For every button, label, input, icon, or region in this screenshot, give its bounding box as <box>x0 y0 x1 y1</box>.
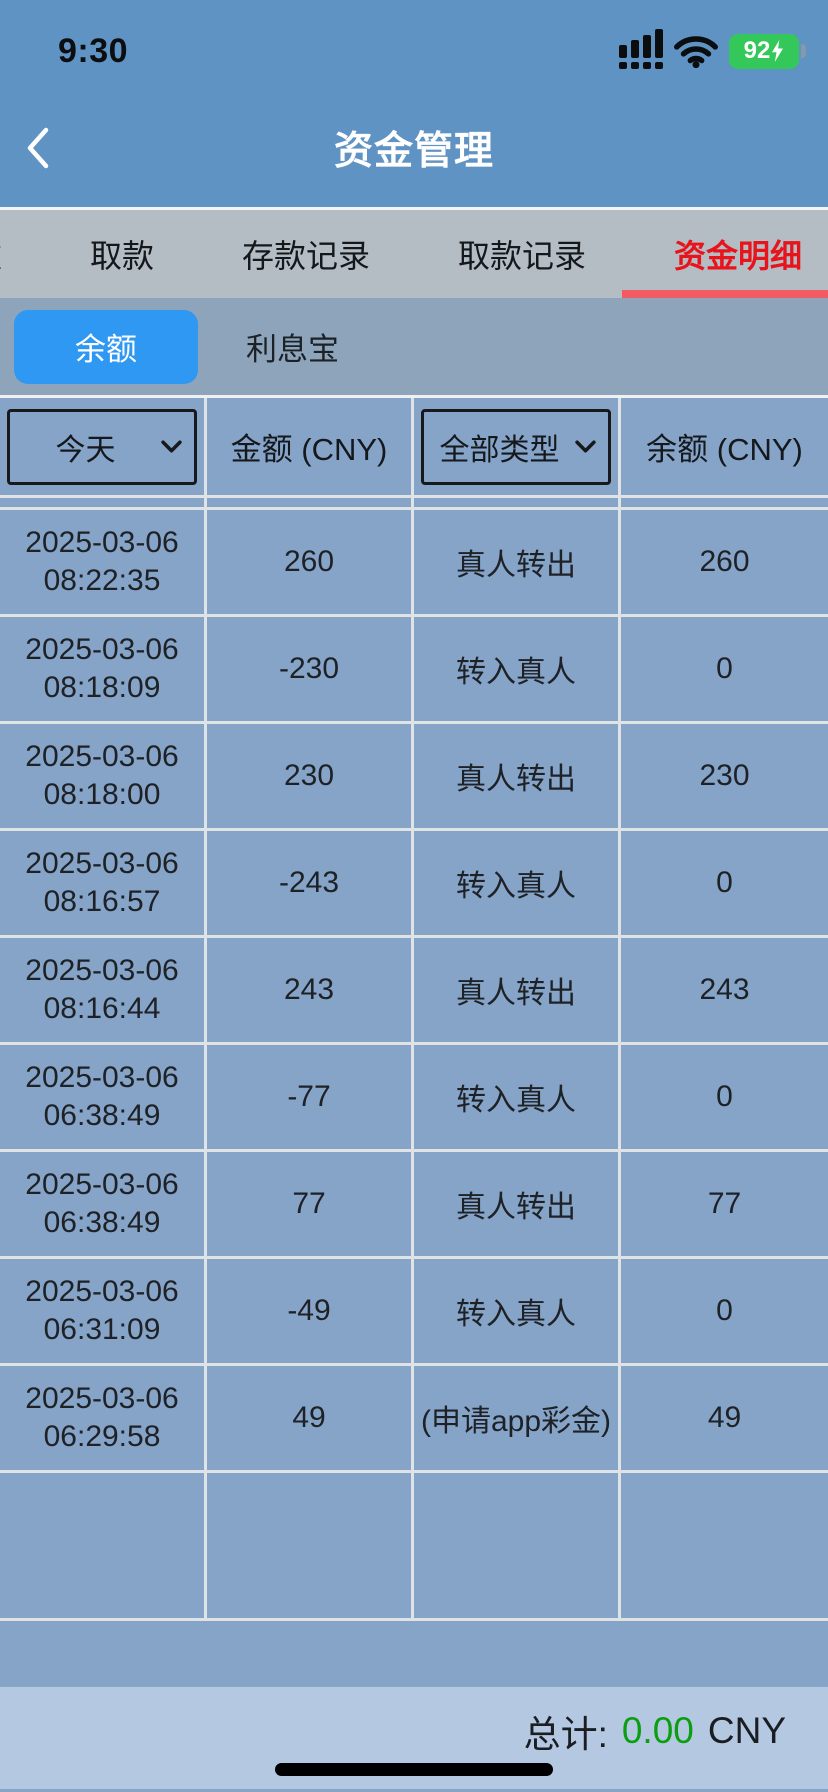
battery-icon: 92 <box>729 33 806 69</box>
cell-datetime: 2025-03-06 08:18:00 <box>0 724 207 828</box>
table-row: 2025-03-06 08:18:00 230 真人转出 230 <box>0 724 828 831</box>
active-tab-underline <box>622 290 828 298</box>
home-indicator[interactable] <box>275 1763 553 1776</box>
cell-balance: 230 <box>699 759 750 792</box>
transactions-table: 今天 金额 (CNY) 全部类型 余额 (CNY) <box>0 395 828 1621</box>
cell-balance: 77 <box>707 1187 742 1220</box>
cell-amount: -49 <box>207 1259 414 1363</box>
table-spacer-row <box>0 498 828 510</box>
chevron-down-icon <box>161 440 182 453</box>
table-row: 2025-03-06 06:38:49 -77 转入真人 0 <box>0 1045 828 1152</box>
cell-amount: 49 <box>207 1366 414 1470</box>
divider <box>0 207 828 210</box>
table-row: 2025-03-06 06:29:58 49 (申请app彩金) 49 <box>0 1366 828 1473</box>
total-footer: 总计: 0.00 CNY <box>0 1687 828 1789</box>
cell-balance: 49 <box>707 1401 742 1434</box>
cell-datetime: 2025-03-06 06:31:09 <box>0 1259 207 1363</box>
cell-datetime: 2025-03-06 06:29:58 <box>0 1366 207 1470</box>
cell-datetime: 2025-03-06 08:22:35 <box>0 510 207 614</box>
battery-percent: 92 <box>743 37 771 64</box>
chevron-left-icon <box>27 127 49 168</box>
cell-type: 转入真人 <box>414 617 621 721</box>
cell-balance: 0 <box>716 1080 733 1113</box>
charging-bolt-icon <box>772 40 784 62</box>
cell-type: 真人转出 <box>414 1152 621 1256</box>
amount-column-header: 金额 (CNY) <box>207 398 414 495</box>
total-currency: CNY <box>707 1710 786 1751</box>
status-icons: 92 <box>619 29 806 69</box>
table-header-row: 今天 金额 (CNY) 全部类型 余额 (CNY) <box>0 398 828 498</box>
table-body: 2025-03-06 08:22:35 260 真人转出 260 2025-03… <box>0 510 828 1473</box>
tab-deposit-records[interactable]: 存款记录 <box>241 238 370 274</box>
tab-bar: 款 取款 存款记录 取款记录 资金明细 <box>0 210 828 298</box>
table-row: 2025-03-06 06:38:49 77 真人转出 77 <box>0 1152 828 1259</box>
cell-amount: 230 <box>207 724 414 828</box>
type-filter-value: 全部类型 <box>439 433 560 467</box>
cell-balance: 260 <box>699 545 750 578</box>
date-filter-select[interactable]: 今天 <box>7 408 197 485</box>
chevron-down-icon <box>575 440 596 453</box>
tab-fund-details[interactable]: 资金明细 <box>673 238 802 274</box>
cell-type: 转入真人 <box>414 1045 621 1149</box>
table-footer-gap <box>0 1621 828 1687</box>
table-row: 2025-03-06 06:31:09 -49 转入真人 0 <box>0 1259 828 1366</box>
subtab-interest-treasure[interactable]: 利息宝 <box>246 332 339 367</box>
table-row: 2025-03-06 08:16:57 -243 转入真人 0 <box>0 831 828 938</box>
cell-datetime: 2025-03-06 08:16:57 <box>0 831 207 935</box>
cell-type: 转入真人 <box>414 1259 621 1363</box>
wifi-icon <box>674 35 718 68</box>
cell-type: 真人转出 <box>414 938 621 1042</box>
cell-balance: 0 <box>716 652 733 685</box>
cell-type: 转入真人 <box>414 831 621 935</box>
cell-balance: 0 <box>716 1294 733 1327</box>
cell-datetime: 2025-03-06 08:18:09 <box>0 617 207 721</box>
nav-header: 资金管理 <box>0 88 828 207</box>
cell-amount: 243 <box>207 938 414 1042</box>
total-value: 0.00 <box>621 1710 694 1751</box>
cell-datetime: 2025-03-06 08:16:44 <box>0 938 207 1042</box>
cell-type: 真人转出 <box>414 724 621 828</box>
cell-balance: 243 <box>699 973 750 1006</box>
back-button[interactable] <box>24 122 68 174</box>
subtab-balance[interactable]: 余额 <box>14 309 198 384</box>
cell-type: 真人转出 <box>414 510 621 614</box>
cell-amount: -230 <box>207 617 414 721</box>
subtab-bar: 余额 利息宝 <box>0 298 828 395</box>
cell-datetime: 2025-03-06 06:38:49 <box>0 1152 207 1256</box>
table-empty-row <box>0 1473 828 1621</box>
cell-amount: -77 <box>207 1045 414 1149</box>
tab-withdraw[interactable]: 取款 <box>89 238 154 274</box>
date-filter-value: 今天 <box>55 433 116 467</box>
cell-datetime: 2025-03-06 06:38:49 <box>0 1045 207 1149</box>
type-filter-select[interactable]: 全部类型 <box>421 408 611 485</box>
total-label: 总计: <box>523 1714 608 1755</box>
page-title: 资金管理 <box>333 129 494 173</box>
status-bar: 9:30 92 <box>0 0 828 88</box>
cell-type: (申请app彩金) <box>414 1366 621 1470</box>
balance-column-header: 余额 (CNY) <box>646 432 803 467</box>
tab-withdraw-records[interactable]: 取款记录 <box>457 238 586 274</box>
clock: 9:30 <box>58 31 129 70</box>
cell-amount: 260 <box>207 510 414 614</box>
cell-balance: 0 <box>716 866 733 899</box>
cellular-signal-icon <box>619 29 663 69</box>
table-row: 2025-03-06 08:16:44 243 真人转出 243 <box>0 938 828 1045</box>
table-row: 2025-03-06 08:18:09 -230 转入真人 0 <box>0 617 828 724</box>
tab-deposit-partial[interactable]: 款 <box>0 231 2 277</box>
cell-amount: -243 <box>207 831 414 935</box>
cell-amount: 77 <box>207 1152 414 1256</box>
table-row: 2025-03-06 08:22:35 260 真人转出 260 <box>0 510 828 617</box>
